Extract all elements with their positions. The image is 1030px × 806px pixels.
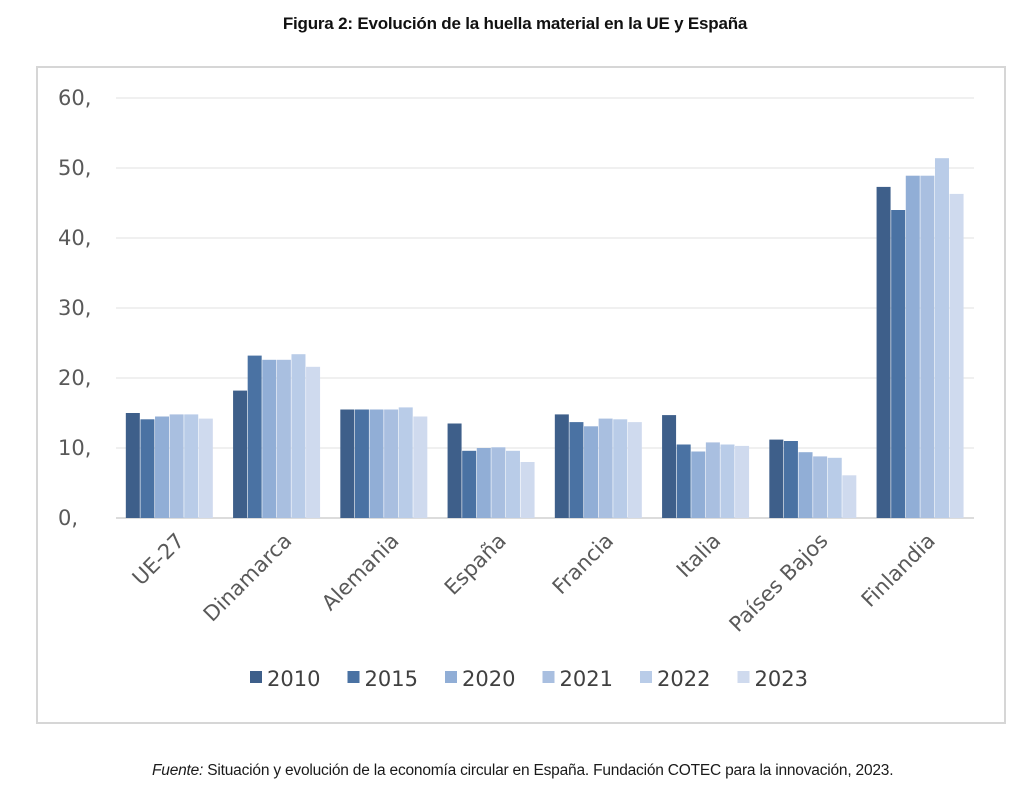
bar-2015: [783, 441, 798, 518]
bar-2021: [169, 414, 184, 518]
y-tick-label: 30,: [58, 296, 91, 320]
bar-2021: [384, 409, 399, 518]
bar-2021: [491, 447, 506, 518]
legend: 2010 2015 2020 2021 2022 2023: [250, 667, 808, 691]
bar-2020: [691, 451, 706, 518]
bar-2023: [198, 418, 213, 518]
bar-2022: [613, 419, 628, 518]
y-tick-label: 60,: [58, 86, 91, 110]
legend-swatch: [250, 671, 262, 683]
x-tick-label: Alemania: [317, 529, 404, 616]
legend-swatch: [347, 671, 360, 683]
legend-label: 2022: [657, 667, 710, 691]
bar-2015: [354, 409, 369, 518]
bar-2022: [827, 457, 842, 518]
y-axis-ticks: 0, 10, 20, 30, 40, 50, 60,: [58, 86, 91, 530]
bar-2015: [891, 210, 906, 518]
bar-2023: [735, 445, 750, 518]
bar-2022: [291, 354, 306, 518]
bar-2010: [554, 414, 569, 518]
bar-2010: [662, 415, 677, 518]
bar-2015: [462, 450, 477, 518]
y-tick-label: 0,: [58, 506, 78, 530]
bar-2020: [369, 409, 384, 518]
bar-2020: [798, 452, 813, 518]
bar-2023: [413, 416, 428, 518]
bar-2010: [447, 423, 462, 518]
y-tick-label: 20,: [58, 366, 91, 390]
legend-swatch: [445, 671, 457, 683]
bar-2022: [720, 444, 735, 518]
bar-2020: [262, 359, 277, 518]
bar-2023: [520, 462, 535, 518]
legend-label: 2023: [755, 667, 808, 691]
source-label: Fuente:: [152, 762, 204, 779]
bar-2020: [905, 175, 920, 518]
legend-label: 2010: [267, 667, 320, 691]
bar-2015: [247, 355, 262, 518]
bar-2021: [598, 418, 613, 518]
y-tick-label: 40,: [58, 226, 91, 250]
x-tick-label: Dinamarca: [199, 529, 297, 627]
bar-2015: [676, 444, 691, 518]
x-tick-label: Finlandia: [857, 529, 940, 612]
bar-2015: [140, 419, 155, 518]
bar-2020: [584, 426, 599, 518]
bar-2022: [934, 158, 949, 518]
x-tick-label: España: [440, 529, 511, 600]
bar-2010: [125, 413, 140, 518]
legend-swatch: [640, 671, 652, 683]
bar-2021: [813, 456, 828, 518]
bars: [125, 158, 964, 518]
chart-frame: 0, 10, 20, 30, 40, 50, 60, UE-27 Dinamarca Alema…: [36, 66, 1006, 724]
legend-swatch: [542, 671, 555, 683]
legend-label: 2021: [560, 667, 613, 691]
bar-2010: [340, 409, 355, 518]
y-tick-label: 10,: [58, 436, 91, 460]
bar-2020: [476, 448, 491, 518]
figure-source: Fuente: Situación y evolución de la econ…: [152, 762, 894, 780]
bar-2023: [842, 475, 857, 518]
bar-2010: [876, 186, 891, 518]
source-text: Situación y evolución de la economía cir…: [203, 762, 894, 779]
legend-swatch: [737, 671, 750, 683]
bar-2022: [184, 414, 199, 518]
bar-2023: [627, 422, 642, 518]
bar-2021: [920, 175, 935, 518]
bar-2022: [505, 450, 520, 518]
legend-label: 2020: [462, 667, 515, 691]
bar-2015: [569, 422, 584, 518]
bar-2021: [705, 442, 720, 518]
x-axis-ticks: UE-27 Dinamarca Alemania España Francia Itali…: [128, 529, 940, 637]
bar-chart: 0, 10, 20, 30, 40, 50, 60, UE-27 Dinamarca Alema…: [58, 86, 974, 691]
x-tick-label: Francia: [548, 529, 618, 599]
bar-2010: [769, 439, 784, 518]
bar-2020: [155, 416, 170, 518]
x-tick-label: Italia: [672, 529, 726, 583]
x-tick-label: UE-27: [128, 529, 189, 590]
figure-title: Figura 2: Evolución de la huella materia…: [282, 14, 748, 33]
bar-2023: [306, 366, 321, 518]
y-tick-label: 50,: [58, 156, 91, 180]
bar-2021: [276, 359, 291, 518]
legend-label: 2015: [365, 667, 418, 691]
bar-2010: [233, 390, 248, 518]
bar-2022: [398, 407, 413, 518]
bar-2023: [949, 193, 964, 518]
x-tick-label: Países Bajos: [725, 529, 833, 637]
